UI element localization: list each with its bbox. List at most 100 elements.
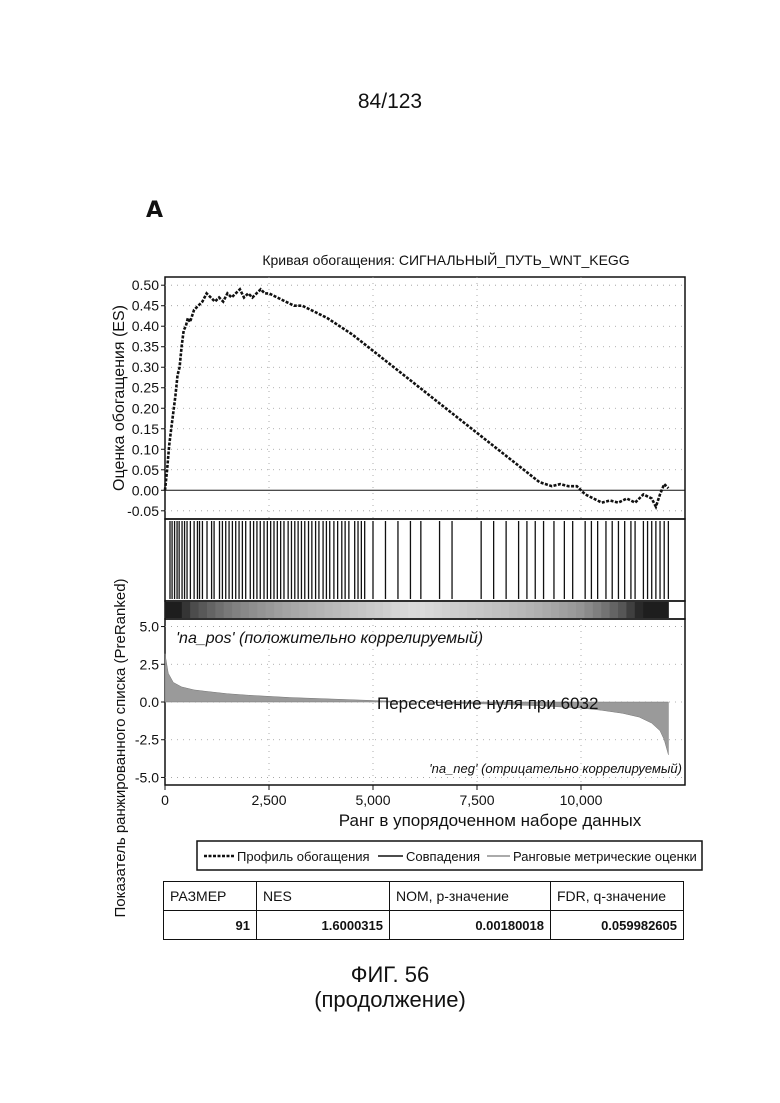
heat-strip-bin <box>517 602 526 618</box>
heat-strip-bin <box>350 602 359 618</box>
es-y-tick-label: 0.45 <box>132 298 159 314</box>
rank-y-axis-label: Показатель ранжированного списка (PreRan… <box>112 578 129 917</box>
heat-strip-bin <box>299 602 308 618</box>
pos-label: 'na_pos' (положительно коррелируемый) <box>176 630 483 647</box>
stats-table: РАЗМЕР NES NOM, p-значение FDR, q-значен… <box>163 881 684 940</box>
heat-strip-bin <box>450 602 459 618</box>
figure-caption-continued: (продолжение) <box>0 987 780 1012</box>
stats-value-fdr-q: 0.059982605 <box>551 911 684 940</box>
stats-header-row: РАЗМЕР NES NOM, p-значение FDR, q-значен… <box>164 882 684 911</box>
es-curve <box>165 289 668 506</box>
es-panel-frame <box>165 277 685 519</box>
es-y-tick-label: 0.35 <box>132 339 159 355</box>
es-y-tick-label: 0.40 <box>132 318 159 334</box>
heat-strip-bin <box>543 602 552 618</box>
heat-strip-bin <box>358 602 367 618</box>
heat-strip-bin <box>559 602 568 618</box>
heat-strip-bin <box>199 602 208 618</box>
heat-strip-bin <box>635 602 644 618</box>
heat-strip-bin <box>215 602 224 618</box>
heat-strip-bin <box>408 602 417 618</box>
heat-strip-bin <box>241 602 250 618</box>
heat-strip-bin <box>282 602 291 618</box>
heat-strip-bin <box>475 602 484 618</box>
es-y-ticks: 0.500.450.400.350.300.250.200.150.100.05… <box>127 277 165 519</box>
heat-strip-bin <box>333 602 342 618</box>
heat-strip-bin <box>417 602 426 618</box>
heat-strip-bin <box>484 602 493 618</box>
x-tick-label: 5,000 <box>355 792 390 808</box>
es-y-tick-label: 0.50 <box>132 277 159 293</box>
heat-strip-bin <box>316 602 325 618</box>
chart-title: Кривая обогащения: СИГНАЛЬНЫЙ_ПУТЬ_WNT_K… <box>262 251 629 268</box>
heat-strip-bin <box>526 602 535 618</box>
heat-strip-bin <box>182 602 191 618</box>
figure-caption-title: ФИГ. 56 <box>0 962 780 987</box>
heat-strip-bin <box>249 602 258 618</box>
rank-y-tick-label: 0.0 <box>140 694 160 710</box>
heat-strip-bin <box>383 602 392 618</box>
stats-value-nom-p: 0.00180018 <box>390 911 551 940</box>
heat-strip-bin <box>165 602 174 618</box>
heat-strip-bin <box>224 602 233 618</box>
heat-strip-bin <box>366 602 375 618</box>
heat-strip-bin <box>392 602 401 618</box>
heat-strip-bin <box>534 602 543 618</box>
x-tick-label: 7,500 <box>459 792 494 808</box>
heat-strip-bin <box>308 602 317 618</box>
heat-strip-bin <box>467 602 476 618</box>
x-tick-label: 10,000 <box>560 792 603 808</box>
es-y-tick-label: 0.05 <box>132 462 159 478</box>
legend-label-hits: Совпадения <box>406 849 480 864</box>
rank-y-tick-label: 5.0 <box>140 619 160 635</box>
heat-strip-bin <box>291 602 300 618</box>
es-y-tick-label: 0.25 <box>132 380 159 396</box>
heat-strip-bin <box>400 602 409 618</box>
es-y-tick-label: 0.10 <box>132 441 159 457</box>
heat-strip-bin <box>626 602 635 618</box>
x-axis-label: Ранг в упорядоченном наборе данных <box>339 811 642 830</box>
es-y-tick-label: 0.20 <box>132 400 159 416</box>
heat-strip-bin <box>341 602 350 618</box>
rank-y-tick-label: -2.5 <box>135 732 159 748</box>
rank-heat-strip <box>165 602 669 618</box>
heat-strip-bin <box>568 602 577 618</box>
stats-header-nes: NES <box>257 882 390 911</box>
stats-header-fdr-q: FDR, q-значение <box>551 882 684 911</box>
heat-strip-bin <box>551 602 560 618</box>
heat-strip-bin <box>459 602 468 618</box>
zero-cross-label: Пересечение нуля при 6032 <box>377 694 598 713</box>
heat-strip-bin <box>173 602 182 618</box>
neg-label: 'na_neg' (отрицательно коррелируемый) <box>429 761 682 776</box>
stats-value-size: 91 <box>164 911 257 940</box>
heat-strip-bin <box>618 602 627 618</box>
es-y-tick-label: 0.15 <box>132 421 159 437</box>
x-tick-label: 2,500 <box>251 792 286 808</box>
stats-header-size: РАЗМЕР <box>164 882 257 911</box>
heat-strip-bin <box>442 602 451 618</box>
heat-strip-bin <box>643 602 652 618</box>
stats-header-nom-p: NOM, p-значение <box>390 882 551 911</box>
es-grid <box>165 277 685 519</box>
heat-strip-bin <box>190 602 199 618</box>
heat-strip-bin <box>610 602 619 618</box>
heat-strip-bin <box>274 602 283 618</box>
rank-y-ticks: 5.02.50.0-2.5-5.0 <box>135 619 165 786</box>
legend-label-ranked: Ранговые метрические оценки <box>513 849 697 864</box>
hit-lines <box>170 521 668 599</box>
heat-strip-bin <box>593 602 602 618</box>
es-y-axis-label: Оценка обогащения (ES) <box>111 305 128 491</box>
heat-strip-bin <box>601 602 610 618</box>
heat-strip-bin <box>509 602 518 618</box>
heat-strip-bin <box>207 602 216 618</box>
heat-strip-bin <box>324 602 333 618</box>
heat-strip-bin <box>425 602 434 618</box>
rank-y-tick-label: -5.0 <box>135 769 159 785</box>
legend-label-enrichment: Профиль обогащения <box>237 849 370 864</box>
heat-strip-bin <box>433 602 442 618</box>
heat-strip-bin <box>257 602 266 618</box>
heat-strip-bin <box>652 602 661 618</box>
heat-strip-bin <box>375 602 384 618</box>
heat-strip-bin <box>492 602 501 618</box>
stats-value-row: 91 1.6000315 0.00180018 0.059982605 <box>164 911 684 940</box>
